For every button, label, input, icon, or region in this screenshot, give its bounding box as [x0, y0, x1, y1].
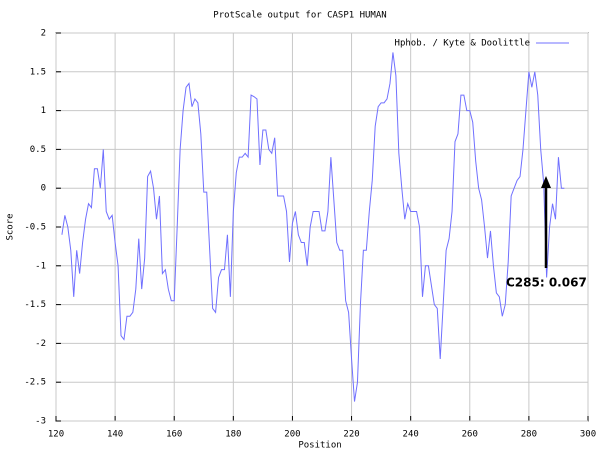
x-tick-label: 280	[521, 430, 537, 440]
data-line	[61, 52, 565, 402]
y-tick-label: -2	[35, 339, 46, 349]
x-tick-label: 300	[580, 430, 596, 440]
marks	[61, 52, 565, 402]
chart-title: ProtScale output for CASP1 HUMAN	[213, 11, 386, 21]
legend-label: Hphob. / Kyte & Doolittle	[395, 39, 530, 49]
x-tick-label: 200	[284, 430, 300, 440]
x-tick-label: 160	[166, 430, 182, 440]
y-tick-label: 1.5	[30, 67, 46, 77]
y-tick-label: -3	[35, 417, 46, 427]
x-tick-label: 120	[48, 430, 64, 440]
y-tick-label: 1	[41, 106, 46, 116]
x-tick-label: 220	[343, 430, 359, 440]
y-tick-label: -0.5	[24, 223, 46, 233]
y-tick-label: -1.5	[24, 300, 46, 310]
x-tick-label: 180	[225, 430, 241, 440]
y-tick-label: -1	[35, 261, 46, 271]
y-tick-label: 0.5	[30, 145, 46, 155]
grid	[55, 32, 589, 422]
x-axis-label: Position	[298, 441, 341, 451]
y-tick-label: -2.5	[24, 378, 46, 388]
x-tick-label: 240	[403, 430, 419, 440]
x-tick-label: 260	[462, 430, 478, 440]
y-tick-label: 2	[41, 29, 46, 39]
annotation-arrowhead	[541, 176, 551, 188]
annotation: C285: 0.067	[506, 276, 587, 290]
x-tick-label: 140	[107, 430, 123, 440]
y-axis-label: Score	[6, 213, 16, 240]
y-tick-label: 0	[41, 184, 46, 194]
